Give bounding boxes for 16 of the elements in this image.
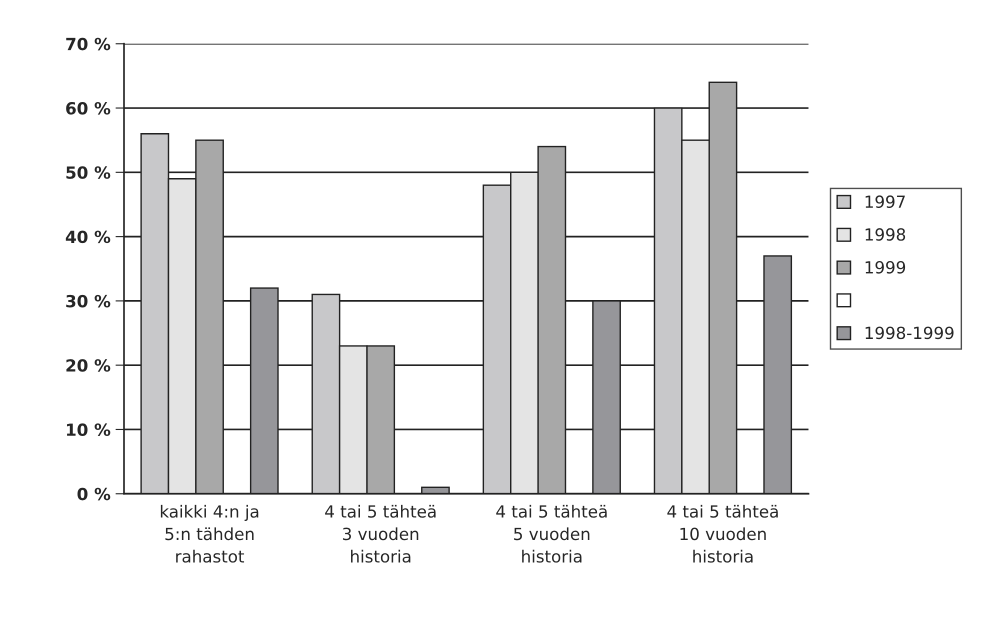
x-tick-label: 4 tai 5 tähteä 3 vuoden historia	[325, 504, 436, 563]
y-tick-label: 0 %	[78, 488, 110, 500]
y-tick-label: 70 %	[66, 38, 110, 50]
legend-label: 1998-1999	[866, 326, 954, 340]
y-tick-label: 40 %	[66, 230, 110, 244]
y-tick-label: 60 %	[66, 102, 110, 115]
x-tick-label: 4 tai 5 tähteä 10 vuoden historia	[667, 504, 778, 563]
y-tick-label: 20 %	[66, 359, 110, 372]
legend-label: 1998	[866, 228, 906, 241]
y-tick-label: 10 %	[66, 423, 110, 436]
x-tick-label: kaikki 4:n ja 5:n tähden rahastot	[160, 504, 258, 563]
legend-label: 1997	[866, 195, 905, 208]
x-tick-label: 4 tai 5 tähteä 5 vuoden historia	[496, 504, 607, 563]
y-tick-label: 50 %	[66, 166, 110, 179]
y-tick-label: 30 %	[66, 294, 110, 308]
legend-label: 1999	[866, 260, 906, 274]
